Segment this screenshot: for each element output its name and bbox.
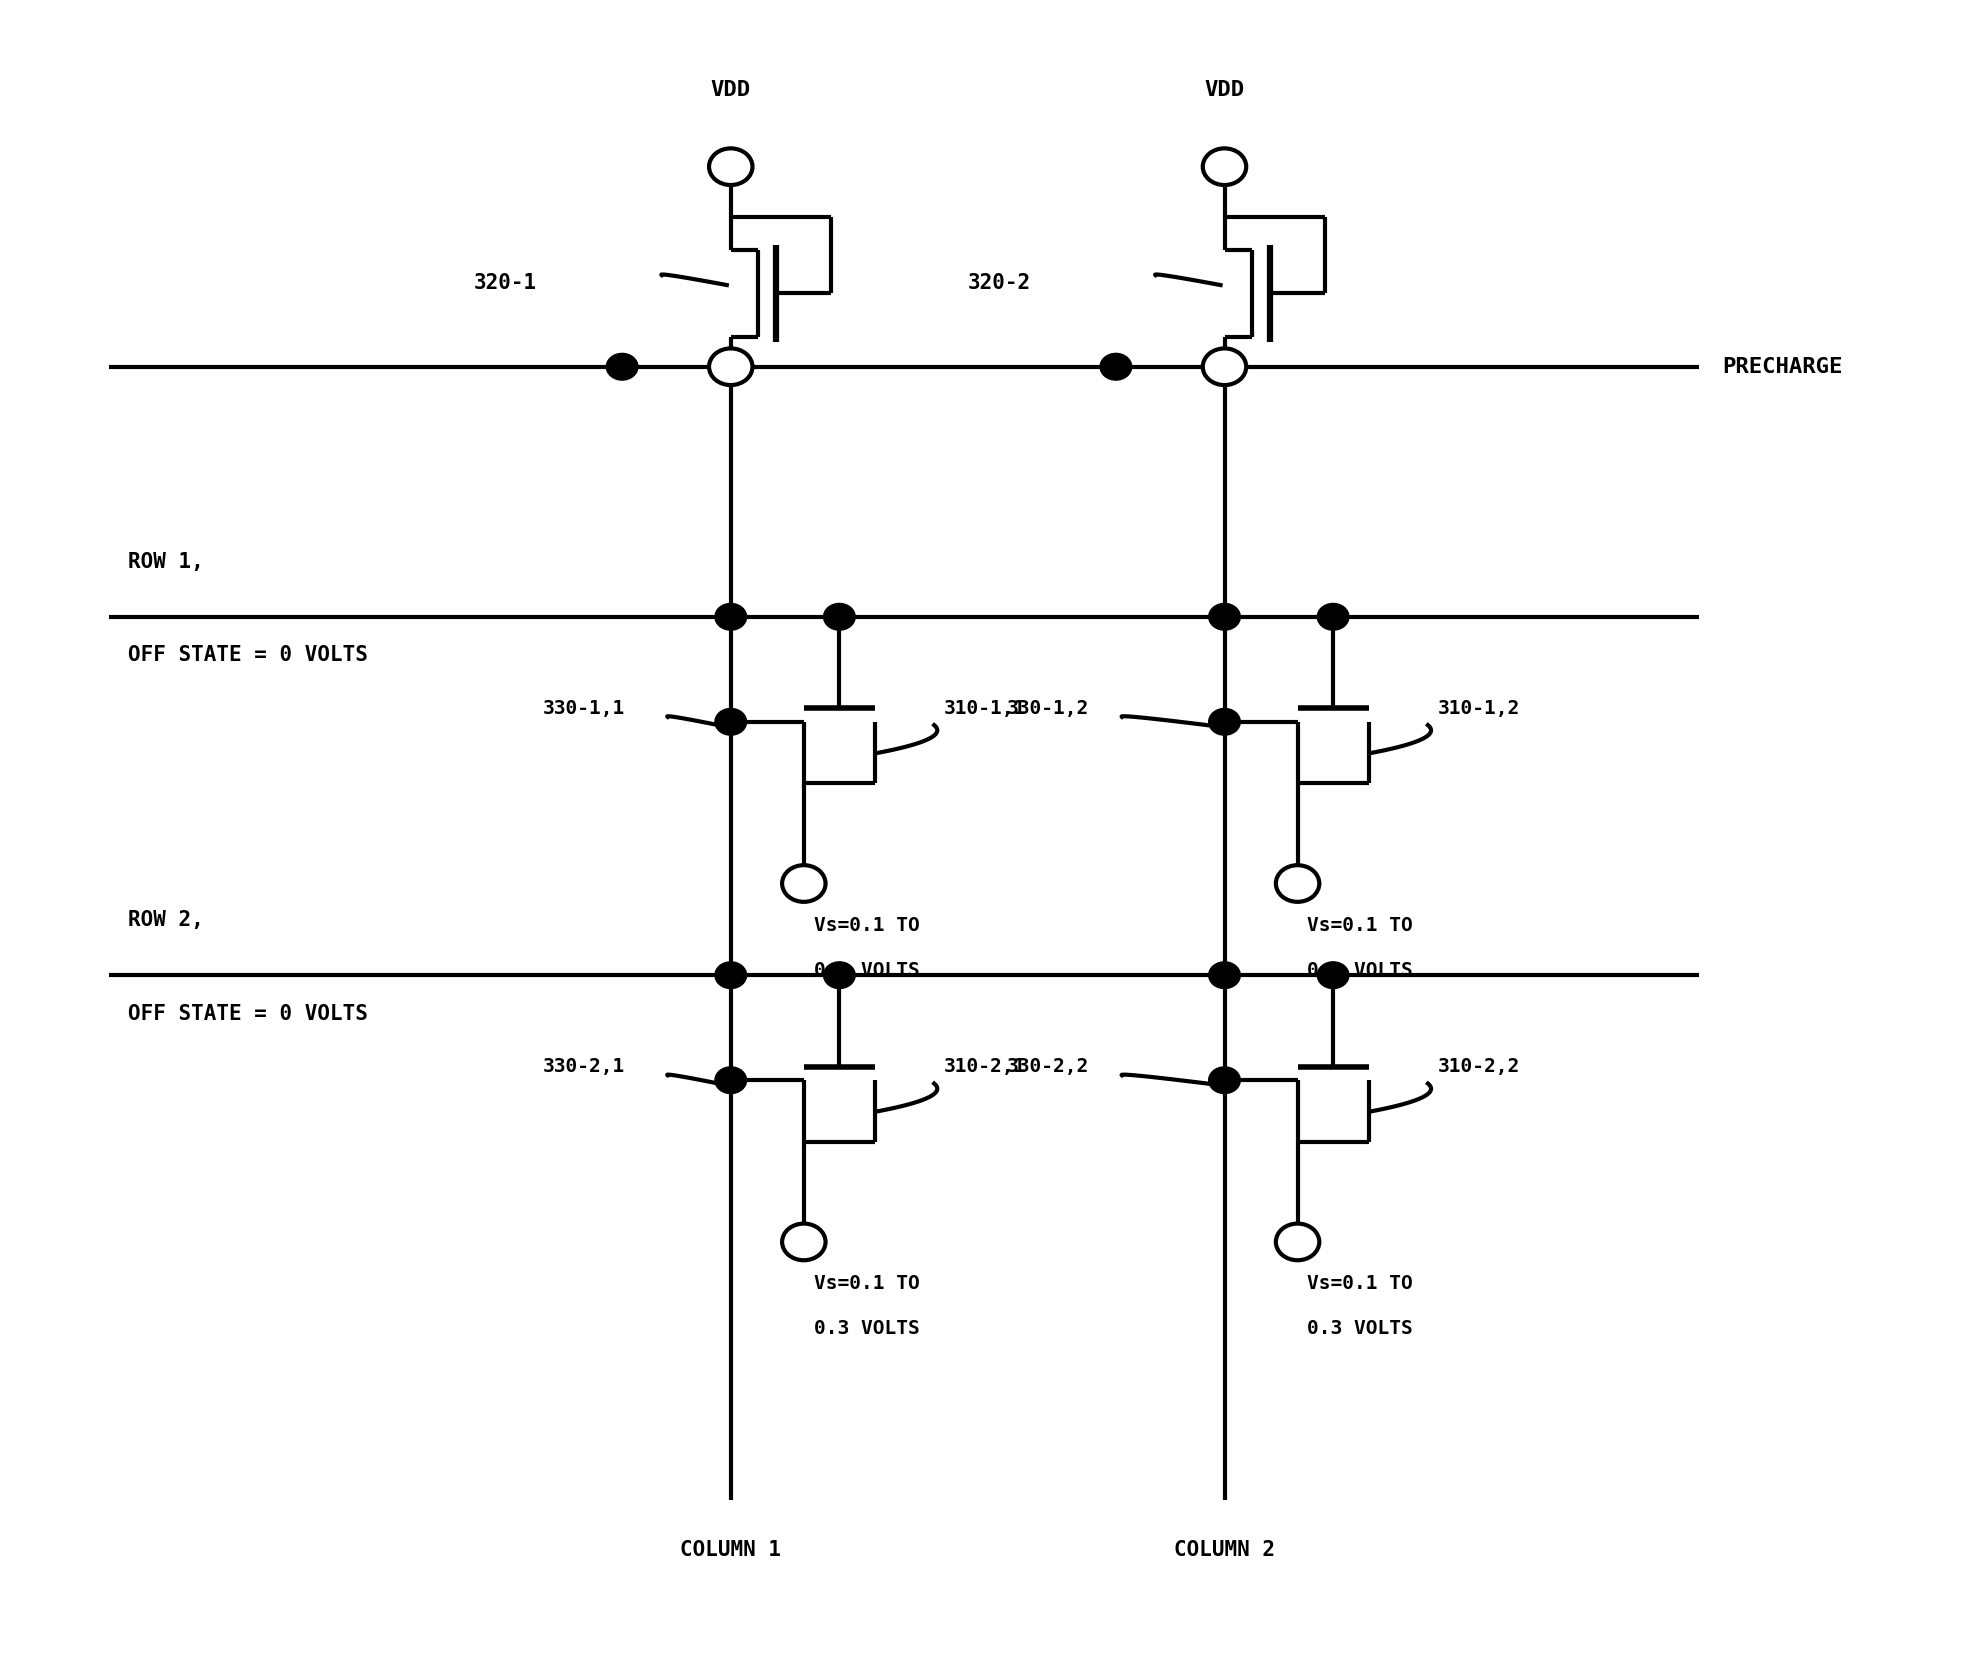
Circle shape	[824, 962, 855, 989]
Circle shape	[606, 353, 638, 380]
Circle shape	[1209, 603, 1240, 630]
Text: 0.3 VOLTS: 0.3 VOLTS	[814, 960, 920, 980]
Text: VDD: VDD	[711, 80, 750, 100]
Circle shape	[715, 962, 747, 989]
Text: 330-2,2: 330-2,2	[1007, 1057, 1090, 1077]
Text: Vs=0.1 TO: Vs=0.1 TO	[814, 1274, 920, 1294]
Circle shape	[715, 603, 747, 630]
Circle shape	[1100, 353, 1132, 380]
Circle shape	[1203, 348, 1246, 385]
Text: 330-1,1: 330-1,1	[543, 698, 626, 718]
Circle shape	[709, 148, 752, 185]
Circle shape	[1317, 603, 1349, 630]
Text: 330-2,1: 330-2,1	[543, 1057, 626, 1077]
Text: 0.3 VOLTS: 0.3 VOLTS	[814, 1319, 920, 1339]
Text: 320-1: 320-1	[474, 273, 537, 293]
Circle shape	[1276, 865, 1319, 902]
Text: VDD: VDD	[1205, 80, 1244, 100]
Text: Vs=0.1 TO: Vs=0.1 TO	[1307, 915, 1414, 935]
Circle shape	[1203, 148, 1246, 185]
Text: OFF STATE = 0 VOLTS: OFF STATE = 0 VOLTS	[128, 645, 367, 665]
Circle shape	[1209, 708, 1240, 735]
Text: Vs=0.1 TO: Vs=0.1 TO	[814, 915, 920, 935]
Circle shape	[1276, 1224, 1319, 1260]
Text: 310-1,2: 310-1,2	[1438, 698, 1521, 718]
Text: 310-2,2: 310-2,2	[1438, 1057, 1521, 1077]
Circle shape	[824, 603, 855, 630]
Text: 330-1,2: 330-1,2	[1007, 698, 1090, 718]
Text: OFF STATE = 0 VOLTS: OFF STATE = 0 VOLTS	[128, 1004, 367, 1024]
Circle shape	[782, 1224, 826, 1260]
Circle shape	[1209, 1067, 1240, 1094]
Text: 320-2: 320-2	[968, 273, 1031, 293]
Text: 0.3 VOLTS: 0.3 VOLTS	[1307, 960, 1414, 980]
Text: Vs=0.1 TO: Vs=0.1 TO	[1307, 1274, 1414, 1294]
Circle shape	[1317, 962, 1349, 989]
Text: COLUMN 1: COLUMN 1	[679, 1540, 782, 1560]
Text: COLUMN 2: COLUMN 2	[1173, 1540, 1276, 1560]
Circle shape	[715, 708, 747, 735]
Text: 310-1,1: 310-1,1	[944, 698, 1027, 718]
Text: ROW 1,: ROW 1,	[128, 552, 203, 572]
Circle shape	[782, 865, 826, 902]
Text: PRECHARGE: PRECHARGE	[1722, 357, 1843, 377]
Circle shape	[1209, 962, 1240, 989]
Text: 310-2,1: 310-2,1	[944, 1057, 1027, 1077]
Circle shape	[715, 1067, 747, 1094]
Circle shape	[709, 348, 752, 385]
Text: ROW 2,: ROW 2,	[128, 910, 203, 930]
Text: 0.3 VOLTS: 0.3 VOLTS	[1307, 1319, 1414, 1339]
